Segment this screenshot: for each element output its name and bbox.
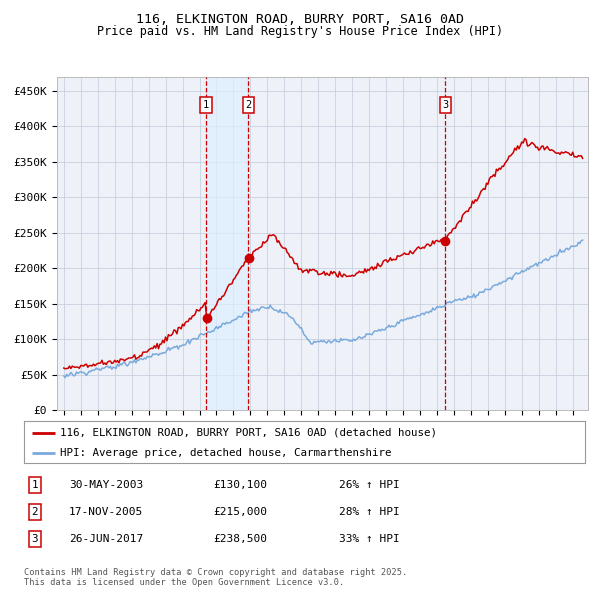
Text: £215,000: £215,000 — [213, 507, 267, 517]
Bar — [206, 77, 248, 410]
Text: 17-NOV-2005: 17-NOV-2005 — [69, 507, 143, 517]
Text: 30-MAY-2003: 30-MAY-2003 — [69, 480, 143, 490]
Text: 3: 3 — [442, 100, 448, 110]
Text: HPI: Average price, detached house, Carmarthenshire: HPI: Average price, detached house, Carm… — [61, 448, 392, 457]
Text: Price paid vs. HM Land Registry's House Price Index (HPI): Price paid vs. HM Land Registry's House … — [97, 25, 503, 38]
Text: 28% ↑ HPI: 28% ↑ HPI — [339, 507, 400, 517]
Text: 3: 3 — [32, 535, 38, 544]
Text: 26% ↑ HPI: 26% ↑ HPI — [339, 480, 400, 490]
Text: 1: 1 — [32, 480, 38, 490]
Text: 1: 1 — [203, 100, 209, 110]
Text: 26-JUN-2017: 26-JUN-2017 — [69, 535, 143, 544]
Text: 2: 2 — [245, 100, 251, 110]
Text: Contains HM Land Registry data © Crown copyright and database right 2025.
This d: Contains HM Land Registry data © Crown c… — [24, 568, 407, 587]
Text: 116, ELKINGTON ROAD, BURRY PORT, SA16 0AD (detached house): 116, ELKINGTON ROAD, BURRY PORT, SA16 0A… — [61, 428, 437, 438]
Text: 2: 2 — [32, 507, 38, 517]
Text: 116, ELKINGTON ROAD, BURRY PORT, SA16 0AD: 116, ELKINGTON ROAD, BURRY PORT, SA16 0A… — [136, 13, 464, 26]
Text: £238,500: £238,500 — [213, 535, 267, 544]
Text: £130,100: £130,100 — [213, 480, 267, 490]
Text: 33% ↑ HPI: 33% ↑ HPI — [339, 535, 400, 544]
